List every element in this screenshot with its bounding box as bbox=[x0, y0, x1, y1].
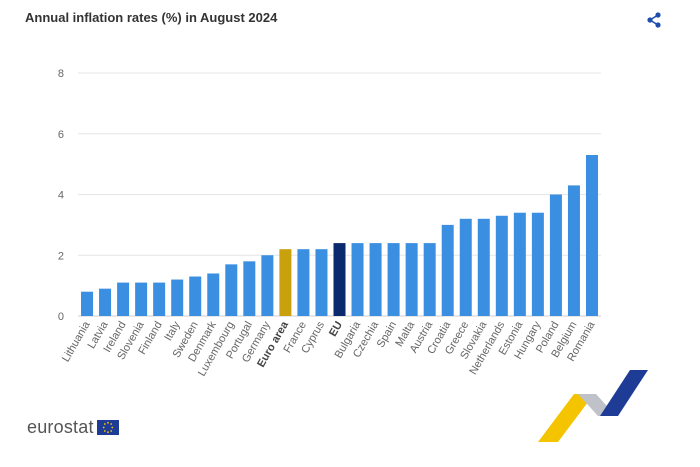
bar-austria[interactable] bbox=[423, 243, 436, 316]
bar-finland[interactable] bbox=[153, 282, 166, 316]
bar-estonia[interactable] bbox=[513, 212, 526, 316]
bar-chart: 0 2 4 6 8 LithuaniaLatviaIrelandSloveniaFinl… bbox=[58, 68, 601, 379]
bar-cyprus[interactable] bbox=[315, 249, 328, 316]
share-button[interactable] bbox=[644, 10, 664, 30]
bar-luxembourg[interactable] bbox=[225, 264, 238, 316]
bar-czechia[interactable] bbox=[369, 243, 382, 316]
y-tick-label: 0 bbox=[58, 311, 64, 323]
bar-denmark[interactable] bbox=[207, 273, 220, 316]
chart-title: Annual inflation rates (%) in August 202… bbox=[25, 10, 278, 25]
bar-euro-area[interactable] bbox=[279, 249, 292, 316]
bar-netherlands[interactable] bbox=[495, 215, 508, 316]
bar-sweden[interactable] bbox=[189, 276, 202, 316]
bar-ireland[interactable] bbox=[117, 282, 130, 316]
decorative-chevron-graphic bbox=[538, 370, 648, 442]
bars bbox=[81, 155, 598, 317]
bar-portugal[interactable] bbox=[243, 261, 256, 316]
y-tick-label: 6 bbox=[58, 129, 64, 141]
bar-italy[interactable] bbox=[171, 279, 184, 316]
logo-text: eurostat bbox=[27, 416, 94, 437]
bar-bulgaria[interactable] bbox=[351, 243, 364, 316]
bar-germany[interactable] bbox=[261, 255, 274, 316]
bar-belgium[interactable] bbox=[567, 185, 580, 316]
x-axis-labels: LithuaniaLatviaIrelandSloveniaFinlandIta… bbox=[60, 319, 598, 379]
y-tick-label: 4 bbox=[58, 190, 64, 202]
bar-romania[interactable] bbox=[585, 155, 598, 316]
bar-greece[interactable] bbox=[459, 218, 472, 316]
bar-malta[interactable] bbox=[405, 243, 418, 316]
bar-slovenia[interactable] bbox=[135, 282, 148, 316]
bar-latvia[interactable] bbox=[99, 288, 112, 316]
y-tick-label: 8 bbox=[58, 68, 64, 80]
bar-eu[interactable] bbox=[333, 243, 346, 316]
bar-spain[interactable] bbox=[387, 243, 400, 316]
bar-poland[interactable] bbox=[549, 194, 562, 317]
eurostat-logo: eurostat bbox=[27, 416, 119, 438]
eu-flag-icon bbox=[96, 419, 119, 435]
bar-croatia[interactable] bbox=[441, 224, 454, 317]
y-axis-ticks: 0 2 4 6 8 bbox=[58, 68, 64, 323]
bar-france[interactable] bbox=[297, 249, 310, 316]
y-tick-label: 2 bbox=[58, 250, 64, 262]
bar-lithuania[interactable] bbox=[81, 291, 94, 316]
bar-hungary[interactable] bbox=[531, 212, 544, 316]
share-icon bbox=[647, 12, 661, 28]
bar-slovakia[interactable] bbox=[477, 218, 490, 316]
